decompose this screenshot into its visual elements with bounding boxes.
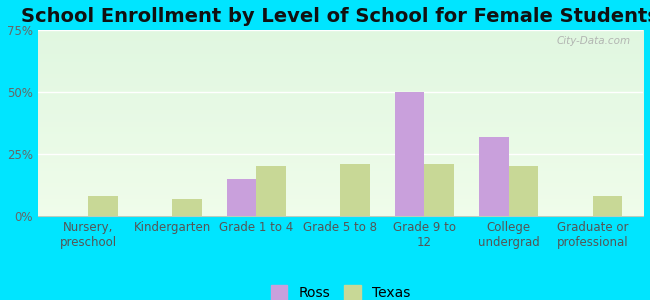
Legend: Ross, Texas: Ross, Texas bbox=[265, 280, 416, 300]
Bar bbox=[479, 137, 508, 216]
Bar bbox=[395, 92, 424, 216]
Text: City-Data.com: City-Data.com bbox=[557, 36, 631, 46]
Bar bbox=[593, 196, 622, 216]
Bar bbox=[256, 167, 286, 216]
Bar bbox=[508, 167, 538, 216]
Title: School Enrollment by Level of School for Female Students: School Enrollment by Level of School for… bbox=[21, 7, 650, 26]
Bar bbox=[172, 199, 202, 216]
Bar bbox=[88, 196, 118, 216]
Bar bbox=[424, 164, 454, 216]
Bar bbox=[341, 164, 370, 216]
Bar bbox=[227, 179, 256, 216]
